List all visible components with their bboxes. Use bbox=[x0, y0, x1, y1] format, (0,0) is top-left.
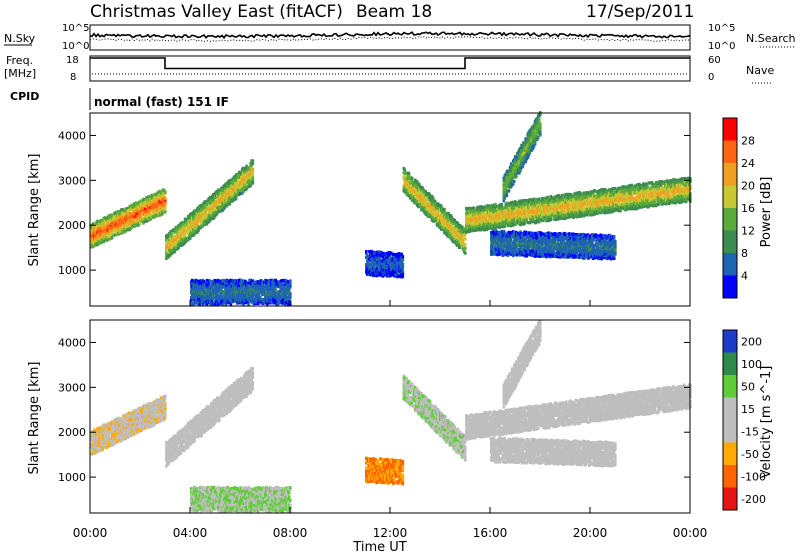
cpid-value: normal (fast) 151 IF bbox=[94, 95, 229, 109]
heatmap-cell bbox=[549, 218, 552, 221]
heatmap-cell bbox=[411, 177, 414, 180]
freq-right-tick-bottom: 0 bbox=[708, 72, 714, 83]
heatmap-cell bbox=[432, 196, 435, 199]
noise-right-tick-top: 10^5 bbox=[708, 23, 735, 34]
heatmap-cell bbox=[464, 237, 467, 240]
cpid-label: CPID bbox=[10, 90, 39, 103]
nsearch-label: N.Search bbox=[746, 32, 796, 45]
nave-label: Nave bbox=[746, 64, 774, 77]
heatmap-cell bbox=[404, 168, 407, 171]
heatmap-cell bbox=[170, 232, 173, 235]
heatmap-cell bbox=[252, 168, 255, 171]
radar-summary-plot: Christmas Valley East (fitACF) Beam 18 1… bbox=[0, 0, 800, 554]
freq-unit-label: [MHz] bbox=[4, 67, 36, 80]
heatmap-cell bbox=[408, 172, 411, 175]
freq-label: Freq. bbox=[6, 54, 33, 67]
power-heatmap bbox=[90, 111, 692, 306]
heatmap-cell bbox=[500, 203, 503, 206]
heatmap-cell bbox=[472, 206, 475, 209]
heatmap-cell bbox=[464, 252, 467, 255]
noise-left-tick-top: 10^5 bbox=[62, 23, 89, 34]
freq-right-tick-top: 60 bbox=[708, 55, 721, 66]
frequency-line bbox=[90, 58, 690, 69]
heatmap-cell bbox=[464, 247, 467, 250]
date-label: 17/Sep/2011 bbox=[586, 2, 694, 22]
heatmap-cell bbox=[464, 243, 467, 246]
heatmap-cell bbox=[252, 159, 255, 162]
freq-left-tick-top: 18 bbox=[66, 55, 79, 66]
chart-title: Christmas Valley East (fitACF) bbox=[90, 2, 343, 22]
heatmap-cell bbox=[164, 191, 167, 194]
noise-left-tick-bottom: 10^0 bbox=[62, 41, 89, 52]
heatmap-cell bbox=[443, 208, 446, 211]
freq-left-tick-bottom: 8 bbox=[70, 72, 76, 83]
heatmap-cell bbox=[164, 210, 167, 213]
heatmap-cell bbox=[164, 197, 167, 200]
noise-right-tick-bottom: 10^0 bbox=[708, 41, 735, 52]
nsky-label: N.Sky bbox=[4, 32, 36, 45]
noise-sky-line bbox=[90, 32, 690, 38]
beam-label: Beam 18 bbox=[356, 2, 432, 22]
